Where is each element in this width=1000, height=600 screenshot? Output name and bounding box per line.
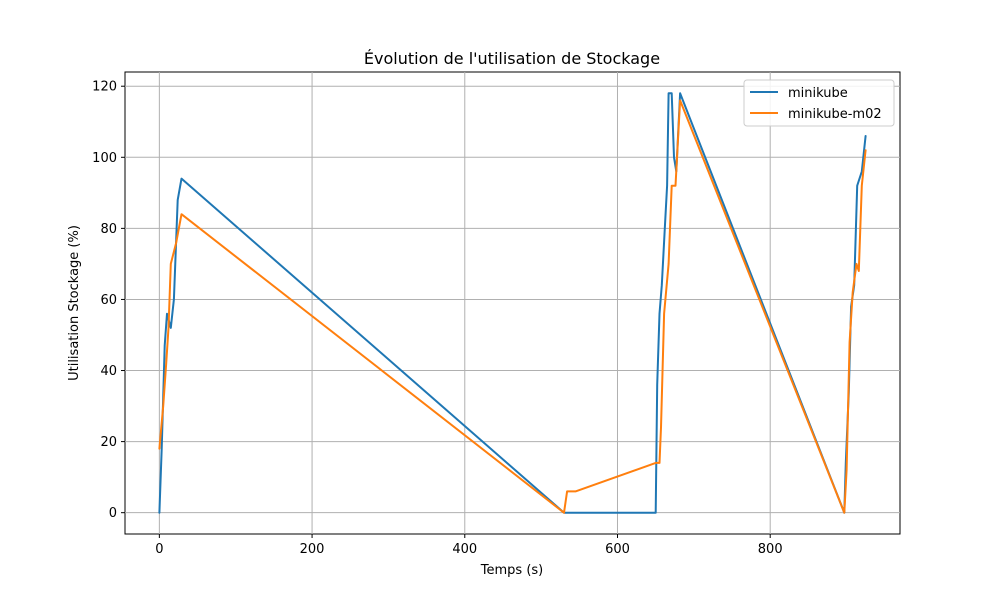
series-line-minikube	[158, 92, 867, 514]
y-tick-label: 20	[100, 435, 117, 450]
series-line-minikube-m02	[158, 99, 867, 514]
y-tick-label: 80	[100, 222, 117, 237]
y-tick-label: 60	[100, 293, 117, 308]
y-axis-label: Utilisation Stockage (%)	[67, 225, 82, 381]
x-tick-label: 800	[758, 542, 783, 557]
y-axis-ticks: 0 20 40 60 80 100 120	[92, 80, 125, 521]
x-tick-label: 200	[300, 542, 325, 557]
legend-box	[743, 79, 895, 127]
x-axis-label: Temps (s)	[480, 563, 543, 578]
x-tick-label: 400	[452, 542, 477, 557]
grid-lines	[125, 72, 900, 534]
y-tick-label: 120	[92, 80, 117, 95]
chart-title: Évolution de l'utilisation de Stockage	[364, 49, 660, 68]
y-tick-label: 100	[92, 151, 117, 166]
plot-area-frame	[124, 71, 901, 535]
legend: minikube minikube-m02	[743, 79, 895, 127]
y-tick-label: 40	[100, 364, 117, 379]
x-axis-ticks: 0 200 400 600 800	[155, 534, 783, 557]
legend-label-minikube-m02: minikube-m02	[788, 107, 882, 122]
x-tick-label: 600	[605, 542, 630, 557]
series-lines	[158, 92, 867, 514]
legend-label-minikube: minikube	[788, 86, 848, 101]
x-tick-label: 0	[155, 542, 163, 557]
y-tick-label: 0	[109, 506, 117, 521]
